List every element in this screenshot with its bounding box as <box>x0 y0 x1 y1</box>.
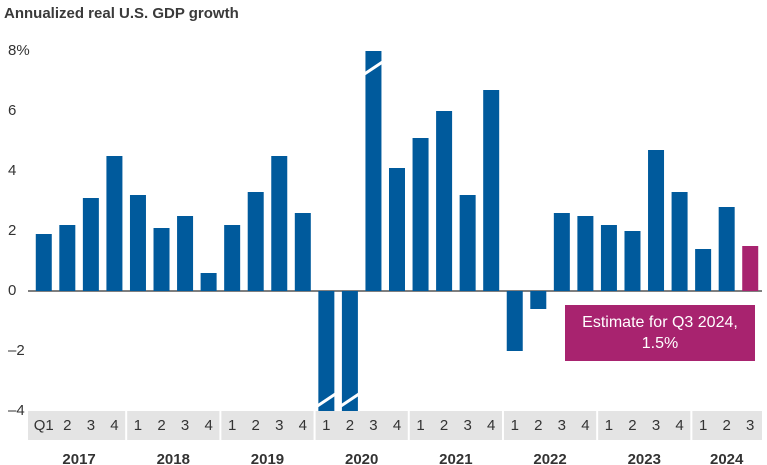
bar <box>82 198 99 291</box>
y-tick-label: 6 <box>8 102 16 119</box>
x-tick-label: 2 <box>534 417 542 434</box>
year-label: 2024 <box>710 451 744 465</box>
x-tick-label: 2 <box>252 417 260 434</box>
year-label: 2023 <box>628 451 661 465</box>
annotation-text: 1.5% <box>642 335 678 352</box>
x-tick-label: 2 <box>63 417 71 434</box>
y-tick-label: 4 <box>8 162 16 179</box>
x-tick-label: 4 <box>581 417 589 434</box>
bar <box>106 156 123 291</box>
bar <box>742 246 759 291</box>
axis-break <box>316 392 337 408</box>
bar <box>671 192 688 291</box>
bar <box>389 168 405 291</box>
x-tick-label: 1 <box>511 417 519 434</box>
year-label: 2019 <box>251 451 284 465</box>
x-tick-label: 3 <box>746 417 754 434</box>
x-tick-label: 1 <box>322 417 330 434</box>
y-tick-label: 0 <box>8 282 16 299</box>
x-tick-label: 1 <box>228 417 236 434</box>
bar <box>695 249 712 291</box>
bar <box>153 228 170 291</box>
y-tick-label: –4 <box>8 402 25 419</box>
year-label: 2021 <box>439 451 472 465</box>
x-tick-label: 2 <box>723 417 731 434</box>
bar <box>436 111 453 291</box>
x-tick-label: Q1 <box>34 417 54 434</box>
x-tick-label: 1 <box>134 417 142 434</box>
x-tick-label: 4 <box>204 417 212 434</box>
chart-title: Annualized real U.S. GDP growth <box>4 5 239 22</box>
bar <box>412 138 429 291</box>
x-tick-label: 4 <box>110 417 118 434</box>
x-tick-label: 2 <box>440 417 448 434</box>
x-tick-label: 3 <box>275 417 283 434</box>
x-tick-label: 4 <box>675 417 683 434</box>
bar <box>600 225 617 291</box>
bar <box>129 195 146 291</box>
bar <box>35 234 52 291</box>
bar <box>459 195 476 291</box>
x-tick-label: 1 <box>699 417 707 434</box>
bar <box>247 192 264 291</box>
category-strip <box>28 411 762 440</box>
x-tick-label: 3 <box>558 417 566 434</box>
bar <box>506 291 523 351</box>
year-label: 2022 <box>533 451 566 465</box>
x-tick-label: 4 <box>487 417 495 434</box>
x-tick-label: 3 <box>463 417 471 434</box>
bar <box>224 225 241 291</box>
bar <box>530 291 547 309</box>
x-tick-label: 3 <box>369 417 377 434</box>
bar <box>200 273 217 291</box>
x-tick-label: 1 <box>416 417 424 434</box>
x-tick-label: 2 <box>157 417 165 434</box>
axis-break <box>340 392 360 408</box>
bar <box>294 213 311 291</box>
x-tick-label: 1 <box>605 417 613 434</box>
x-tick-label: 4 <box>299 417 307 434</box>
year-label: 2018 <box>157 451 190 465</box>
y-tick-label: –2 <box>8 342 25 359</box>
bar <box>483 90 500 291</box>
annotation-box <box>565 305 755 361</box>
y-tick-label: 8% <box>8 42 30 59</box>
x-tick-label: 3 <box>87 417 95 434</box>
bar <box>271 156 288 291</box>
x-tick-label: 2 <box>346 417 354 434</box>
bar <box>648 150 665 291</box>
annotation-text: Estimate for Q3 2024, <box>582 314 738 331</box>
year-label: 2020 <box>345 451 378 465</box>
bar <box>59 225 76 291</box>
bar <box>365 51 382 291</box>
bar <box>318 291 335 411</box>
y-tick-label: 2 <box>8 222 16 239</box>
bar <box>553 213 570 291</box>
x-tick-label: 4 <box>393 417 401 434</box>
bar <box>577 216 594 291</box>
bar <box>341 291 358 411</box>
x-tick-label: 3 <box>181 417 189 434</box>
x-tick-label: 2 <box>628 417 636 434</box>
axis-break <box>363 60 384 76</box>
year-label: 2017 <box>62 451 95 465</box>
bar <box>177 216 194 291</box>
x-tick-label: 3 <box>652 417 660 434</box>
bar <box>624 231 641 291</box>
bar <box>718 207 735 291</box>
